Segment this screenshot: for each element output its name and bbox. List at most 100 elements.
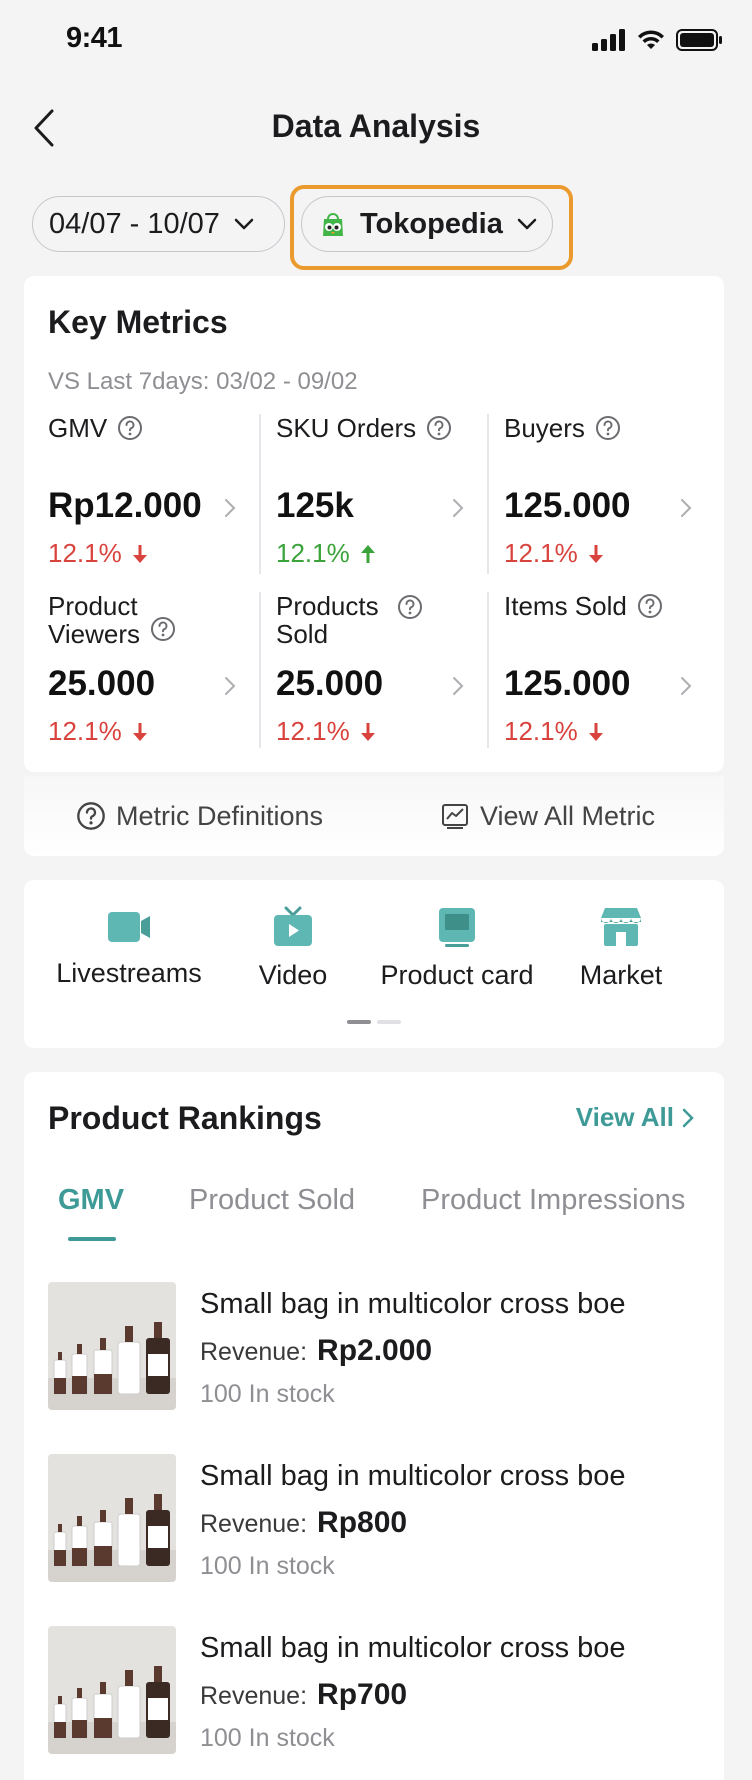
metric-label: Buyers [504, 414, 732, 442]
chevron-right-icon[interactable] [452, 498, 464, 518]
metric-product-viewers[interactable]: Product Viewers [48, 592, 176, 648]
metrics-footer: Metric Definitions View All Metric [24, 776, 724, 856]
metric-sku-orders[interactable]: SKU Orders [276, 414, 504, 442]
product-revenue: Revenue: Rp800 [200, 1506, 407, 1540]
chevron-right-icon[interactable] [224, 676, 236, 696]
view-all-metric-button[interactable]: View All Metric [440, 801, 655, 832]
product-rankings-title: Product Rankings [48, 1100, 322, 1136]
bottles-image [48, 1626, 176, 1754]
metric-label-text: Products Sold [276, 592, 379, 648]
help-icon[interactable] [150, 616, 176, 642]
status-icons [592, 28, 722, 52]
metric-delta: 12.1% [504, 538, 606, 569]
metric-value: Rp12.000 [48, 486, 202, 525]
product-stock: 100 In stock [200, 1552, 335, 1580]
chevron-right-icon[interactable] [224, 498, 236, 518]
tab-gmv[interactable]: GMV [58, 1184, 125, 1216]
help-icon [77, 802, 105, 830]
product-revenue: Revenue: Rp2.000 [200, 1334, 432, 1368]
pager-dot-active [347, 1020, 371, 1024]
revenue-label: Revenue: [200, 1338, 308, 1366]
metric-label: Products Sold [276, 592, 423, 648]
product-name: Small bag in multicolor cross boe [200, 1632, 626, 1664]
arrow-down-icon [588, 544, 603, 563]
metric-delta: 12.1% [276, 538, 378, 569]
metric-delta: 12.1% [48, 538, 150, 569]
bottles-image [48, 1454, 176, 1582]
metric-label-text: Items Sold [504, 591, 627, 621]
metric-value: 25.000 [48, 664, 156, 703]
signal-icon [592, 29, 625, 51]
chevron-right-icon[interactable] [452, 676, 464, 696]
column-divider [259, 592, 261, 748]
active-tab-indicator [68, 1237, 116, 1241]
arrow-up-icon [360, 544, 375, 563]
chart-icon [442, 804, 468, 829]
help-icon[interactable] [426, 415, 452, 441]
metric-label-line: Sold [276, 619, 329, 649]
shortcut-product-card[interactable]: Product card [372, 906, 542, 991]
metric-delta: 12.1% [504, 716, 606, 747]
product-row[interactable]: Small bag in multicolor cross boe Revenu… [48, 1282, 708, 1412]
tab-product-impressions[interactable]: Product Impressions [421, 1184, 686, 1216]
metric-value: 25.000 [276, 664, 384, 703]
metric-label-line: Product [48, 591, 138, 621]
metric-buyers[interactable]: Buyers [504, 414, 732, 442]
metric-delta-text: 12.1% [48, 538, 122, 568]
column-divider [259, 414, 261, 574]
view-all-link[interactable]: View All [576, 1102, 694, 1133]
battery-icon [676, 29, 722, 51]
column-divider [487, 592, 489, 748]
shortcut-label: Product card [380, 960, 534, 990]
help-icon[interactable] [595, 415, 621, 441]
metric-definitions-button[interactable]: Metric Definitions [76, 801, 323, 832]
revenue-label: Revenue: [200, 1682, 308, 1710]
metric-label: Items Sold [504, 592, 732, 620]
status-time: 9:41 [66, 22, 123, 54]
metric-value: 125.000 [504, 486, 631, 525]
view-all-label: View All [575, 1102, 674, 1132]
metric-delta-text: 12.1% [276, 716, 350, 746]
shortcut-label: Video [258, 960, 328, 990]
metric-label-line: Viewers [48, 619, 141, 649]
key-metrics-title: Key Metrics [48, 304, 228, 340]
product-row[interactable]: Small bag in multicolor cross boe Revenu… [48, 1626, 708, 1756]
revenue-value: Rp800 [317, 1506, 408, 1539]
tab-product-sold[interactable]: Product Sold [189, 1184, 356, 1216]
pager-dot [377, 1020, 401, 1024]
revenue-value: Rp2.000 [317, 1334, 433, 1367]
help-icon[interactable] [637, 593, 663, 619]
date-range-label: 04/07 - 10/07 [49, 207, 220, 240]
metric-label: SKU Orders [276, 414, 504, 442]
camera-icon [108, 912, 150, 942]
shortcut-video[interactable]: Video [208, 906, 378, 991]
metric-gmv[interactable]: GMV [48, 414, 276, 442]
metric-delta-text: 12.1% [48, 716, 122, 746]
arrow-down-icon [588, 722, 603, 741]
page-title: Data Analysis [271, 108, 481, 144]
help-icon[interactable] [397, 594, 423, 620]
chevron-right-icon[interactable] [680, 498, 692, 518]
metric-label-text: Buyers [504, 413, 585, 443]
metric-label-text: SKU Orders [276, 413, 417, 443]
shortcut-livestreams[interactable]: Livestreams [44, 906, 214, 989]
product-stock: 100 In stock [200, 1724, 335, 1752]
metric-value: 125k [276, 486, 354, 525]
metric-label-line: Products [276, 591, 379, 621]
metric-label: Product Viewers [48, 592, 176, 648]
help-icon[interactable] [117, 415, 143, 441]
back-button[interactable] [22, 104, 66, 152]
product-name: Small bag in multicolor cross boe [200, 1460, 626, 1492]
product-row[interactable]: Small bag in multicolor cross boe Revenu… [48, 1454, 708, 1584]
metric-delta-text: 12.1% [504, 538, 578, 568]
shop-filter[interactable]: Tokopedia [301, 196, 553, 252]
metric-items-sold[interactable]: Items Sold [504, 592, 732, 620]
shop-label: Tokopedia [360, 207, 503, 240]
chevron-right-icon[interactable] [680, 676, 692, 696]
product-stock: 100 In stock [200, 1380, 335, 1408]
store-icon [601, 908, 641, 946]
shortcut-market[interactable]: Market [536, 906, 706, 991]
arrow-down-icon [360, 722, 375, 741]
metric-products-sold[interactable]: Products Sold [276, 592, 423, 648]
date-range-filter[interactable]: 04/07 - 10/07 [32, 196, 285, 252]
